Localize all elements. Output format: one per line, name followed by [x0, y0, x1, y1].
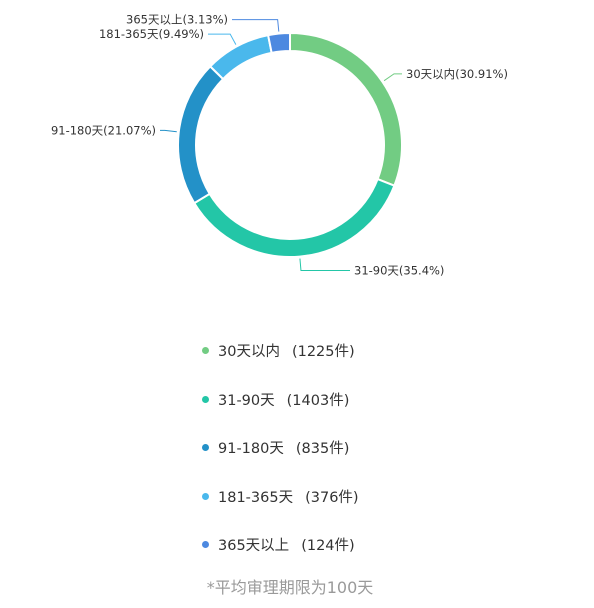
slice-label: 181-365天(9.49%) [99, 27, 204, 41]
callout-line [232, 19, 280, 32]
chart-footnote: *平均审理期限为100天 [206, 578, 374, 597]
chart-legend: 30天以内 (1225件) 31-90天 (1403件) 91-180天 (835件) 18… [202, 340, 359, 583]
legend-label: 31-90天 [218, 392, 275, 409]
donut-slice[interactable] [192, 177, 396, 258]
callout-line [383, 73, 402, 82]
legend-dot-icon [202, 492, 209, 500]
legend-count: (835件) [295, 441, 350, 457]
slice-label: 91-180天(21.07%) [51, 123, 156, 137]
legend-item[interactable]: 181-365天 (376件) [202, 486, 359, 535]
legend-dot-icon [202, 541, 209, 548]
donut-chart: 30天以内(30.91%) 31-90天(35.4%) 91-180天(21.07%… [51, 13, 508, 278]
legend-label: 181-365天 [218, 489, 294, 506]
callout-line [299, 258, 350, 272]
legend-label: 30天以内 [218, 344, 280, 360]
legend-count: (124件) [301, 538, 355, 554]
callout-line [208, 33, 237, 45]
legend-item[interactable]: 365天以上 (124件) [202, 534, 359, 583]
slice-label: 365天以上(3.13%) [126, 13, 228, 27]
legend-dot-icon [202, 395, 209, 403]
slice-label: 31-90天(35.4%) [354, 264, 444, 278]
donut-slice[interactable] [177, 64, 225, 205]
legend-dot-icon [202, 444, 209, 451]
legend-item[interactable]: 91-180天 (835件) [202, 437, 359, 486]
donut-slice[interactable] [266, 31, 291, 54]
legend-label: 91-180天 [218, 441, 284, 457]
slice-label: 30天以内(30.91%) [406, 67, 508, 81]
legend-dot-icon [202, 347, 209, 354]
legend-count: (376件) [305, 489, 359, 506]
callout-line [160, 129, 177, 133]
legend-item[interactable]: 30天以内 (1225件) [202, 340, 359, 389]
donut-slice[interactable] [208, 33, 273, 81]
legend-count: (1225件) [291, 344, 355, 360]
legend-label: 365天以上 [218, 538, 290, 554]
legend-count: (1403件) [286, 392, 350, 409]
legend-item[interactable]: 31-90天 (1403件) [202, 389, 359, 438]
donut-slice[interactable] [289, 31, 403, 187]
